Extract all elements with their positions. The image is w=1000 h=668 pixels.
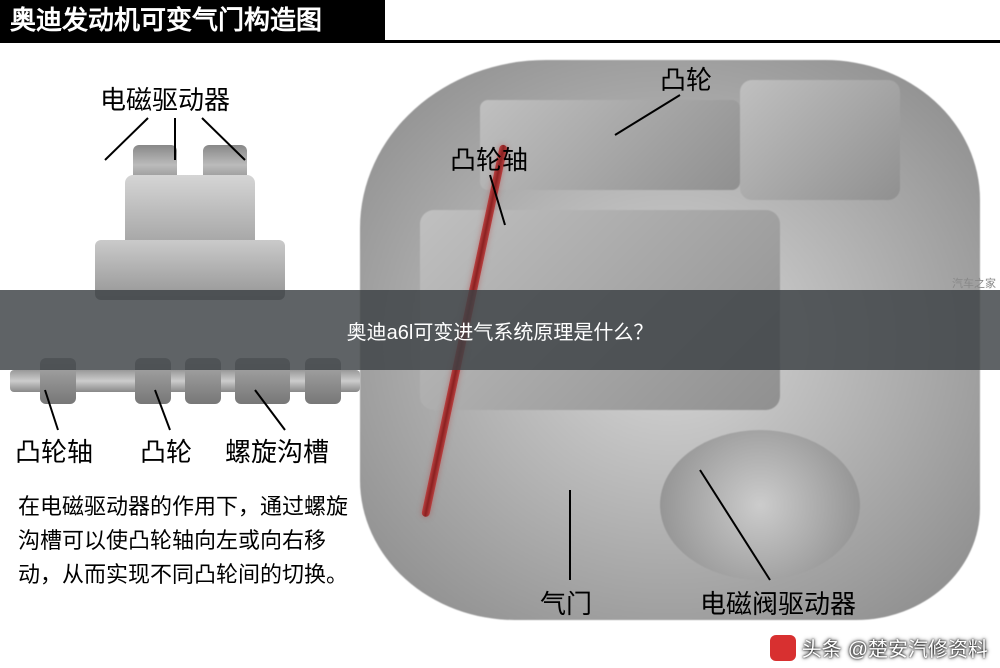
label-solenoid-driver: 电磁阀驱动器 <box>700 584 856 621</box>
label-camshaft-left: 凸轮轴 <box>15 432 93 469</box>
label-valve: 气门 <box>540 584 592 621</box>
driver-housing-top <box>125 175 255 245</box>
watermark: 头条 @楚安汽修资料 <box>770 633 988 662</box>
description-text: 在电磁驱动器的作用下，通过螺旋沟槽可以使凸轮轴向左或向右移动，从而实现不同凸轮间… <box>18 490 358 592</box>
title-bar: 奥迪发动机可变气门构造图 <box>0 0 385 40</box>
side-watermark: 汽车之家 <box>952 275 996 291</box>
watermark-icon <box>770 635 796 661</box>
watermark-author: @楚安汽修资料 <box>848 633 988 662</box>
overlay-question: 奥迪a6l可变进气系统原理是什么？ <box>347 316 654 345</box>
label-electromagnetic-driver: 电磁驱动器 <box>100 80 230 117</box>
watermark-prefix: 头条 <box>802 633 842 662</box>
title-text: 奥迪发动机可变气门构造图 <box>10 0 322 37</box>
label-cam-top: 凸轮 <box>660 60 712 97</box>
title-underline <box>0 40 1000 43</box>
overlay-band: 奥迪a6l可变进气系统原理是什么？ <box>0 290 1000 370</box>
label-spiral-groove: 螺旋沟槽 <box>225 432 329 469</box>
label-cam-left: 凸轮 <box>140 432 192 469</box>
label-camshaft-top: 凸轮轴 <box>450 140 528 177</box>
